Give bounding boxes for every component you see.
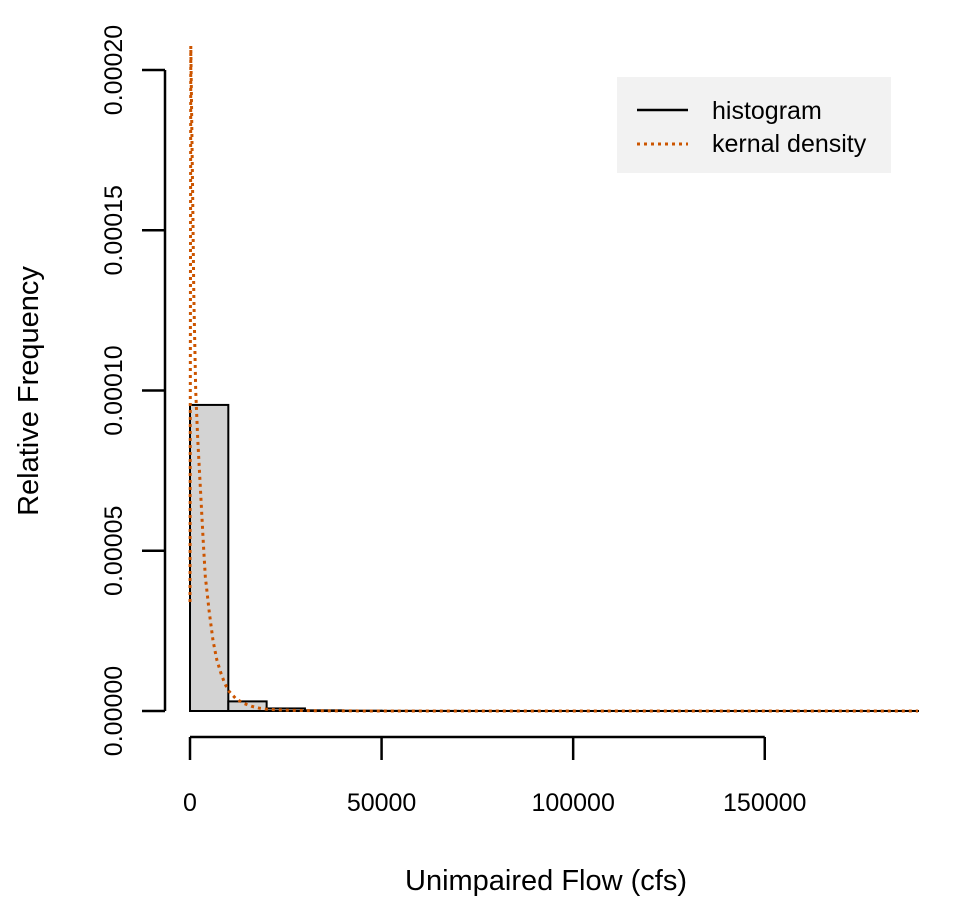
y-axis-title: Relative Frequency (13, 266, 45, 516)
histogram-bars (189, 403, 919, 713)
x-tick-label-2: 100000 (531, 789, 614, 817)
legend-background (617, 77, 891, 173)
histogram-bar-0 (189, 403, 230, 712)
y-tick-label-4: 0.00020 (100, 25, 128, 115)
x-axis: 0 50000 100000 150000 (183, 735, 806, 817)
y-tick-label-0: 0.00000 (100, 666, 128, 756)
x-tick-label-1: 50000 (347, 789, 417, 817)
density-curve (188, 45, 918, 713)
y-tick-label-2: 0.00010 (100, 345, 128, 435)
y-axis: 0.00000 0.00005 0.00010 0.00015 0.00020 (100, 25, 167, 756)
legend-label-kernal-density: kernal density (712, 130, 867, 158)
y-tick-label-1: 0.00005 (100, 506, 128, 596)
legend: histogram kernal density (617, 77, 891, 173)
density-layer (188, 45, 918, 713)
y-tick-label-3: 0.00015 (100, 185, 128, 275)
x-tick-label-3: 150000 (723, 789, 806, 817)
histogram-bar-1 (227, 700, 268, 713)
legend-label-histogram: histogram (712, 97, 822, 125)
x-tick-label-0: 0 (183, 789, 197, 817)
x-axis-title: Unimpaired Flow (cfs) (405, 865, 687, 897)
